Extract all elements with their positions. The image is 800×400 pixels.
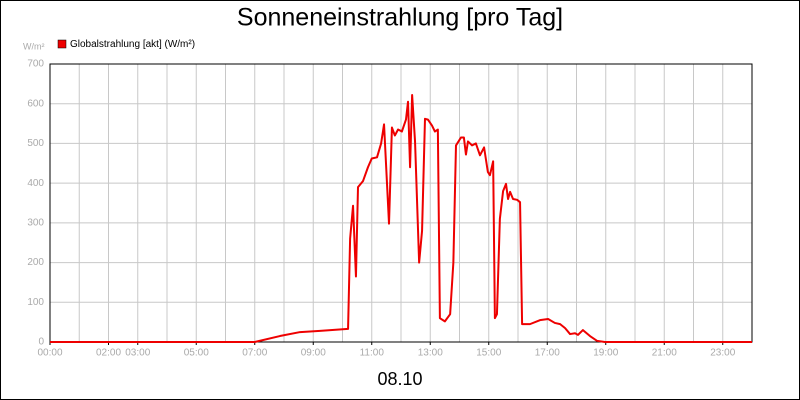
x-tick-label: 07:00 (242, 348, 267, 359)
plot-frame (49, 63, 753, 343)
x-tick-label: 09:00 (301, 348, 326, 359)
chart-subtitle: 08.10 (377, 369, 422, 389)
x-tick-label: 11:00 (360, 348, 385, 359)
x-tick-label: 00:00 (37, 348, 62, 359)
legend-swatch (57, 39, 67, 49)
chart-title: Sonneneinstrahlung [pro Tag] (237, 4, 563, 32)
y-tick-label: 600 (27, 98, 44, 109)
y-tick-label: 300 (27, 217, 44, 228)
x-tick-label: 17:00 (535, 348, 560, 359)
x-tick-label: 03:00 (125, 348, 150, 359)
x-tick-label: 19:00 (593, 348, 618, 359)
y-tick-label: 500 (27, 138, 44, 149)
y-tick-label: 0 (38, 337, 44, 348)
legend: Globalstrahlung [akt] (W/m²) (57, 39, 195, 50)
x-tick-label: 23:00 (710, 348, 735, 359)
x-tick-label: 15:00 (476, 348, 501, 359)
x-tick-label: 02:00 (96, 348, 121, 359)
y-tick-label: 700 (27, 59, 44, 70)
x-tick-label: 21:00 (652, 348, 677, 359)
y-tick-label: 400 (27, 178, 44, 189)
data-line (50, 93, 752, 343)
y-axis-label: W/m² (23, 41, 45, 51)
x-tick-label: 05:00 (184, 348, 209, 359)
x-tick-label: 13:00 (418, 348, 443, 359)
y-tick-label: 100 (27, 297, 44, 308)
legend-label: Globalstrahlung [akt] (W/m²) (70, 39, 195, 50)
y-tick-label: 200 (27, 257, 44, 268)
